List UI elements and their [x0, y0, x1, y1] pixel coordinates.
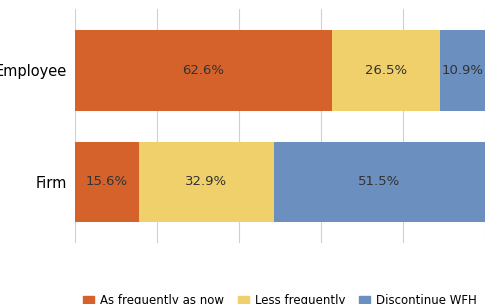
Text: 10.9%: 10.9%	[442, 64, 484, 77]
Bar	[274, 142, 485, 222]
Text: 51.5%: 51.5%	[358, 175, 401, 188]
Bar	[75, 30, 332, 111]
Bar	[440, 30, 485, 111]
Text: 26.5%: 26.5%	[365, 64, 407, 77]
Text: 62.6%: 62.6%	[182, 64, 224, 77]
Bar	[139, 142, 274, 222]
Bar	[332, 30, 440, 111]
Text: 15.6%: 15.6%	[86, 175, 128, 188]
Legend: As frequently as now, Less frequently, Discontinue WFH: As frequently as now, Less frequently, D…	[78, 290, 481, 304]
Bar	[75, 142, 139, 222]
Text: 32.9%: 32.9%	[186, 175, 228, 188]
